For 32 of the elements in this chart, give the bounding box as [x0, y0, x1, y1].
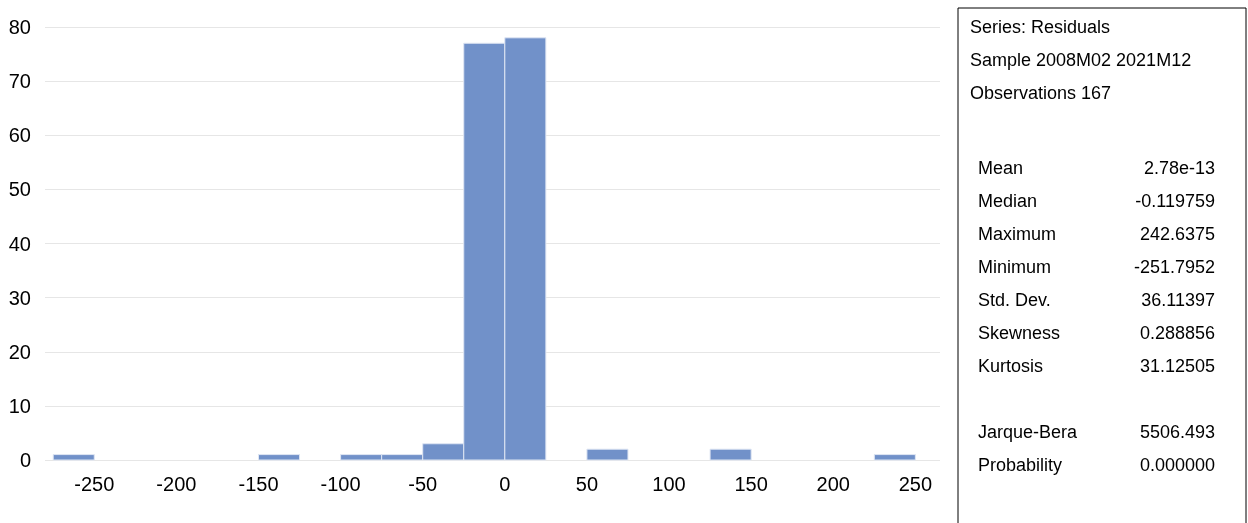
- text: Observations 167: [970, 83, 1112, 103]
- x-tick-label: -50: [408, 473, 438, 495]
- y-tick-label: 80: [8, 16, 31, 38]
- y-tick-label: 50: [8, 178, 31, 201]
- text: Skewness 0.288856: [978, 323, 1215, 343]
- x-tick-label: 50: [575, 473, 599, 495]
- y-tick-label: 40: [8, 232, 31, 255]
- text: Sample 2008M02 2021M12: [970, 50, 1192, 70]
- y-tick-label: 10: [8, 394, 31, 417]
- x-tick-label: -150: [238, 473, 279, 495]
- y-tick-label: 0: [19, 449, 31, 471]
- text: Kurtosis 31.12505: [978, 356, 1215, 376]
- x-tick-label: -250: [74, 473, 115, 495]
- text: Minimum -251.7952: [978, 257, 1215, 277]
- text: Median -0.119759: [978, 191, 1215, 211]
- x-tick-label: 250: [898, 473, 933, 495]
- x-tick-label: -100: [320, 473, 361, 495]
- text: Jarque-Bera 5506.493: [978, 422, 1215, 442]
- x-tick-label: -200: [156, 473, 197, 495]
- text: Series: Residuals: [970, 17, 1111, 37]
- y-tick-label: 70: [8, 70, 31, 93]
- text: Std. Dev. 36.11397: [978, 290, 1215, 310]
- y-tick-label: 30: [8, 286, 31, 309]
- x-tick-label: 200: [816, 473, 850, 495]
- y-tick-label: 60: [8, 124, 31, 147]
- x-tick-label: 150: [734, 473, 768, 495]
- text: Probability 0.000000: [978, 455, 1215, 475]
- text: Mean 2.78e-13: [978, 158, 1215, 178]
- y-tick-label: 20: [8, 340, 31, 363]
- x-tick-label: 0: [499, 473, 511, 495]
- text: Maximum 242.6375: [978, 224, 1215, 244]
- x-tick-label: 100: [652, 473, 686, 495]
